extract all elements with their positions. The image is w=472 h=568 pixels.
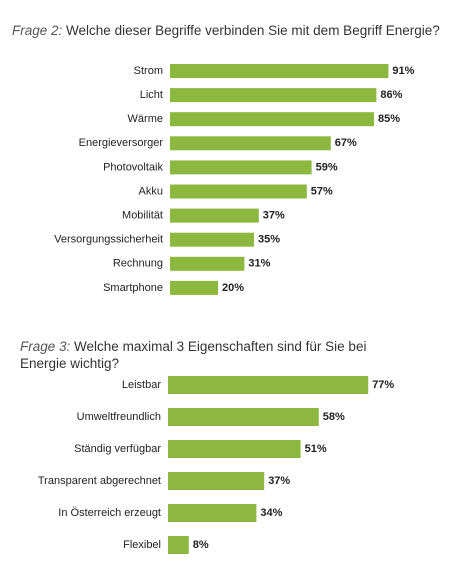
value-label: 67% bbox=[335, 137, 357, 149]
category-label: Licht bbox=[140, 89, 163, 101]
bar bbox=[170, 232, 254, 247]
value-label: 59% bbox=[316, 161, 338, 173]
value-label: 20% bbox=[222, 282, 244, 294]
category-label: Umweltfreundlich bbox=[77, 411, 161, 423]
title-box: Frage 3: Welche maximal 3 Eigenschaften … bbox=[20, 339, 367, 371]
bar bbox=[170, 208, 259, 223]
category-label: Smartphone bbox=[103, 282, 163, 294]
value-label: 57% bbox=[311, 185, 333, 197]
title-label: Frage 3: bbox=[20, 339, 71, 354]
value-label: 35% bbox=[258, 234, 280, 246]
category-label: Ständig verfügbar bbox=[74, 443, 161, 455]
value-label: 91% bbox=[392, 65, 414, 77]
bar bbox=[168, 472, 265, 490]
bar bbox=[168, 408, 319, 426]
category-label: Transparent abgerechnet bbox=[38, 475, 161, 487]
value-label: 37% bbox=[263, 210, 285, 222]
bar bbox=[168, 504, 257, 522]
value-label: 86% bbox=[380, 89, 402, 101]
bar bbox=[170, 136, 331, 151]
value-label: 85% bbox=[378, 113, 400, 125]
bar bbox=[170, 88, 377, 103]
chart-title: Welche dieser Begriffe verbinden Sie mit… bbox=[66, 23, 440, 38]
value-label: 77% bbox=[372, 379, 394, 391]
bar bbox=[170, 112, 374, 127]
bar bbox=[168, 376, 369, 394]
bar bbox=[168, 440, 301, 458]
category-label: Flexibel bbox=[123, 539, 161, 551]
bar bbox=[170, 256, 245, 271]
title-label: Frage 2: bbox=[12, 23, 63, 38]
chart-title: Welche maximal 3 Eigenschaften sind für … bbox=[20, 339, 367, 371]
title-box: Frage 2: Welche dieser Begriffe verbinde… bbox=[12, 23, 440, 38]
category-label: Leistbar bbox=[122, 379, 161, 391]
category-label: Versorgungssicherheit bbox=[54, 234, 163, 246]
bar bbox=[170, 184, 307, 199]
value-label: 34% bbox=[260, 507, 282, 519]
category-label: Wärme bbox=[128, 113, 163, 125]
bar bbox=[170, 64, 389, 78]
value-label: 51% bbox=[305, 443, 327, 455]
category-label: Photovoltaik bbox=[103, 161, 163, 173]
category-label: In Österreich erzeugt bbox=[58, 507, 161, 519]
category-label: Rechnung bbox=[113, 258, 163, 270]
category-label: Energieversorger bbox=[79, 137, 164, 149]
category-label: Akku bbox=[139, 185, 163, 197]
category-label: Mobilität bbox=[122, 210, 163, 222]
value-label: 8% bbox=[193, 539, 209, 551]
value-label: 37% bbox=[268, 475, 290, 487]
category-label: Strom bbox=[134, 65, 163, 77]
bar bbox=[170, 160, 312, 175]
value-label: 58% bbox=[323, 411, 345, 423]
bar bbox=[170, 280, 218, 295]
bar bbox=[168, 536, 189, 554]
value-label: 31% bbox=[248, 258, 270, 270]
